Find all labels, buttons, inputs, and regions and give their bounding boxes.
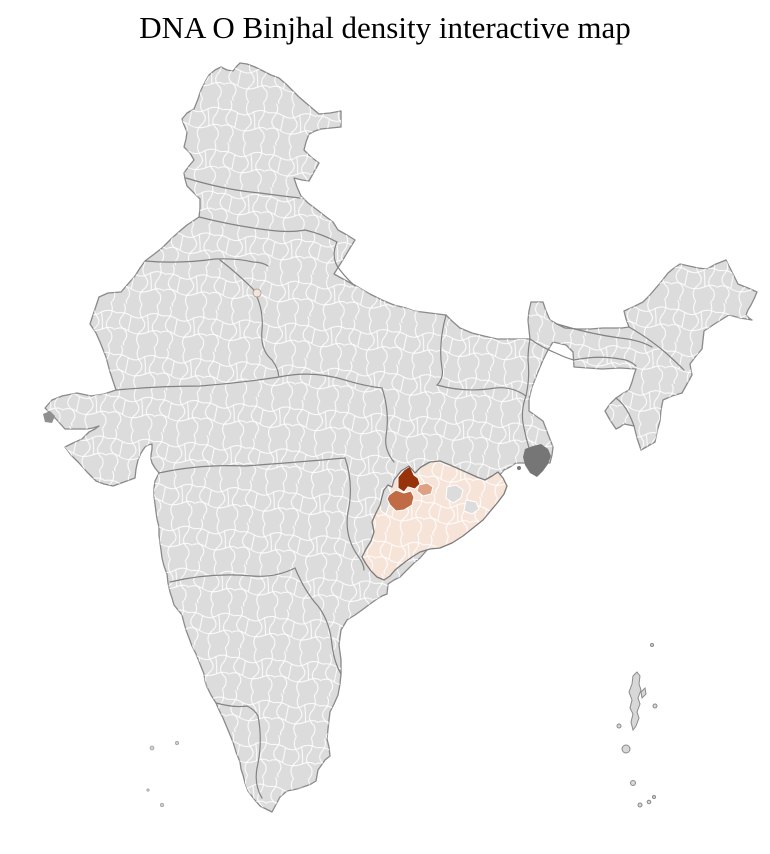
lakshadweep-islands[interactable] bbox=[146, 741, 179, 807]
andaman-nicobar-islands[interactable] bbox=[616, 643, 658, 808]
delta-islet bbox=[517, 466, 521, 470]
andaman-main-island[interactable] bbox=[628, 671, 642, 732]
page-title: DNA O Binjhal density interactive map bbox=[139, 10, 631, 45]
district-delhi[interactable] bbox=[252, 288, 262, 298]
andaman-spur[interactable] bbox=[640, 686, 647, 700]
india-mainland[interactable] bbox=[44, 62, 758, 813]
